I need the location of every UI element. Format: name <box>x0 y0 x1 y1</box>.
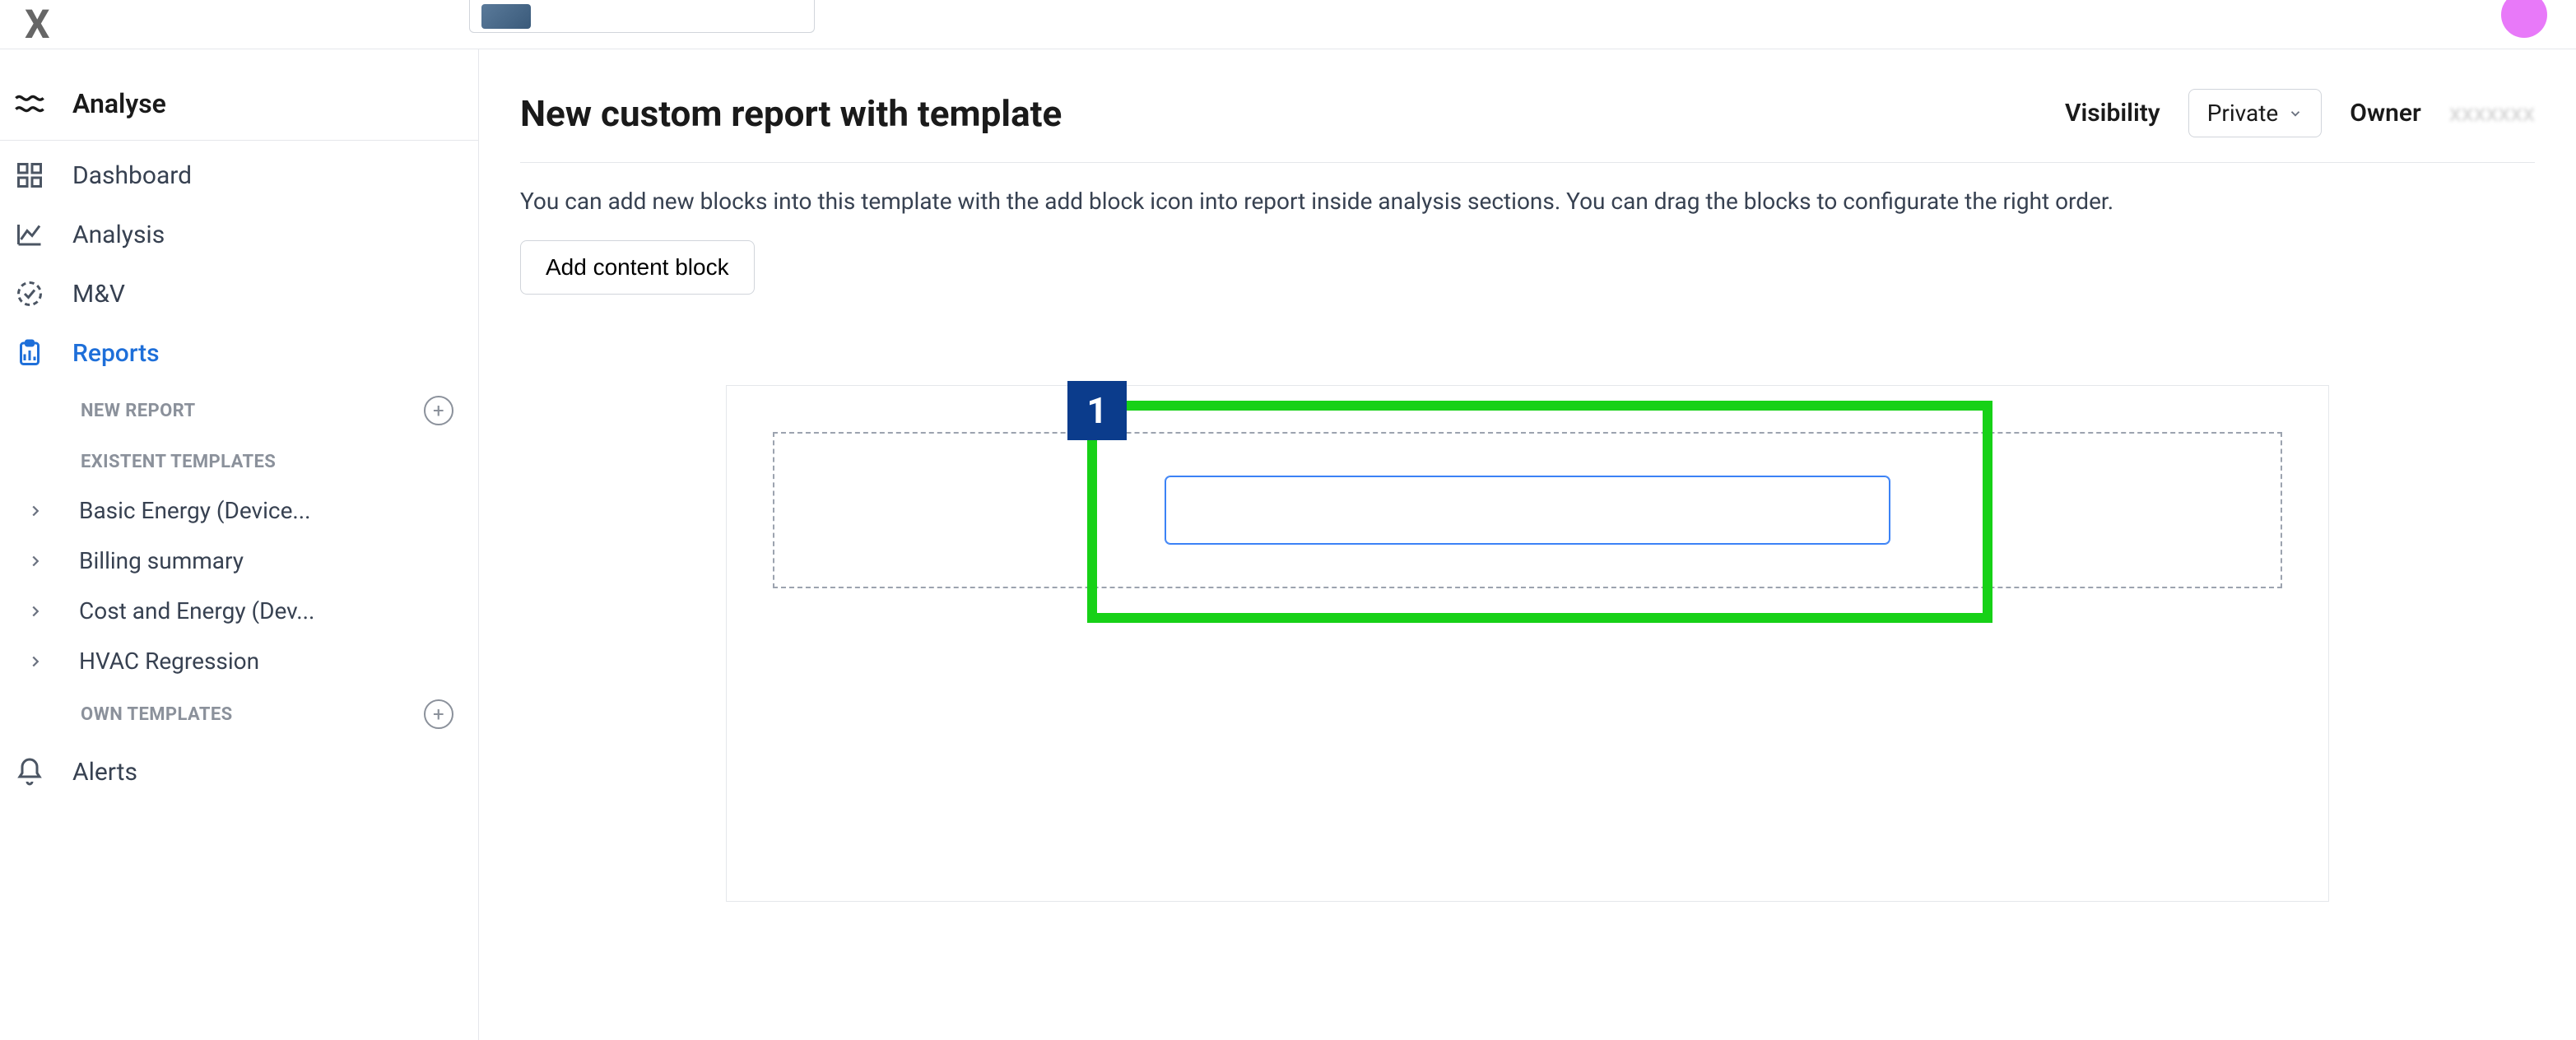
visibility-value: Private <box>2207 100 2279 127</box>
sidebar-item-reports[interactable]: Reports <box>0 323 478 383</box>
bell-icon <box>10 757 49 787</box>
template-hvac-regression[interactable]: HVAC Regression <box>81 636 453 686</box>
plus-circle-icon[interactable]: + <box>424 396 453 425</box>
top-bar: X <box>0 0 2576 49</box>
visibility-label: Visibility <box>2065 99 2160 128</box>
sidebar-item-label: Dashboard <box>72 161 192 190</box>
sidebar-existent-templates-header: EXISTENT TEMPLATES <box>81 439 453 485</box>
main-content: New custom report with template Visibili… <box>479 49 2576 1040</box>
layout: Analyse Dashboard Analysis <box>0 49 2576 1040</box>
context-thumbnail <box>481 4 531 29</box>
logo-text: X <box>25 1 46 48</box>
sidebar-item-label: Reports <box>72 339 160 368</box>
owner-value: xxxxxxx <box>2449 99 2535 128</box>
sidebar-item-label: M&V <box>72 280 125 309</box>
clipboard-icon <box>10 338 49 368</box>
title-drop-zone[interactable]: 1 <box>773 432 2282 588</box>
template-label: Basic Energy (Device... <box>79 497 311 524</box>
page-header: New custom report with template Visibili… <box>520 89 2535 163</box>
page-description: You can add new blocks into this templat… <box>520 184 2535 219</box>
chevron-right-icon <box>26 652 59 671</box>
template-label: Cost and Energy (Dev... <box>79 597 314 624</box>
linechart-icon <box>10 220 49 249</box>
report-title-input[interactable] <box>1165 476 1890 544</box>
template-label: HVAC Regression <box>79 648 259 675</box>
plus-circle-icon[interactable]: + <box>424 699 453 729</box>
chevron-right-icon <box>26 552 59 570</box>
sidebar-item-analysis[interactable]: Analysis <box>0 205 478 264</box>
add-content-block-button[interactable]: Add content block <box>520 240 755 295</box>
template-label: Billing summary <box>79 547 244 574</box>
grid-icon <box>10 160 49 190</box>
sidebar-item-label: Alerts <box>72 758 137 787</box>
check-dashed-icon <box>10 279 49 309</box>
context-selector[interactable] <box>469 0 815 33</box>
sidebar-own-templates-header[interactable]: OWN TEMPLATES + <box>81 686 453 742</box>
sidebar: Analyse Dashboard Analysis <box>0 49 479 1040</box>
sidebar-section-analyse: Analyse <box>0 72 478 135</box>
page-title: New custom report with template <box>520 92 1062 135</box>
sidebar-new-report-header[interactable]: NEW REPORT + <box>81 383 453 439</box>
analyse-icon <box>10 87 49 120</box>
sidebar-section-label: Analyse <box>72 88 166 119</box>
sidebar-subhead-label: EXISTENT TEMPLATES <box>81 452 276 472</box>
template-billing-summary[interactable]: Billing summary <box>81 536 453 586</box>
sidebar-item-dashboard[interactable]: Dashboard <box>0 146 478 205</box>
user-avatar[interactable] <box>2501 0 2547 38</box>
chevron-down-icon <box>2288 106 2303 121</box>
chevron-right-icon <box>26 502 59 520</box>
annotation-step-badge: 1 <box>1067 381 1127 440</box>
page-header-right: Visibility Private Owner xxxxxxx <box>2065 89 2535 137</box>
sidebar-subhead-label: NEW REPORT <box>81 401 196 421</box>
template-cost-energy[interactable]: Cost and Energy (Dev... <box>81 586 453 636</box>
report-canvas: 1 <box>726 385 2329 902</box>
sidebar-subhead-label: OWN TEMPLATES <box>81 704 233 725</box>
logo: X <box>25 1 123 48</box>
visibility-dropdown[interactable]: Private <box>2188 89 2323 137</box>
sidebar-item-mv[interactable]: M&V <box>0 264 478 323</box>
sidebar-item-label: Analysis <box>72 221 165 249</box>
template-basic-energy[interactable]: Basic Energy (Device... <box>81 485 453 536</box>
owner-label: Owner <box>2350 99 2421 128</box>
sidebar-item-alerts[interactable]: Alerts <box>0 742 478 801</box>
chevron-right-icon <box>26 602 59 620</box>
